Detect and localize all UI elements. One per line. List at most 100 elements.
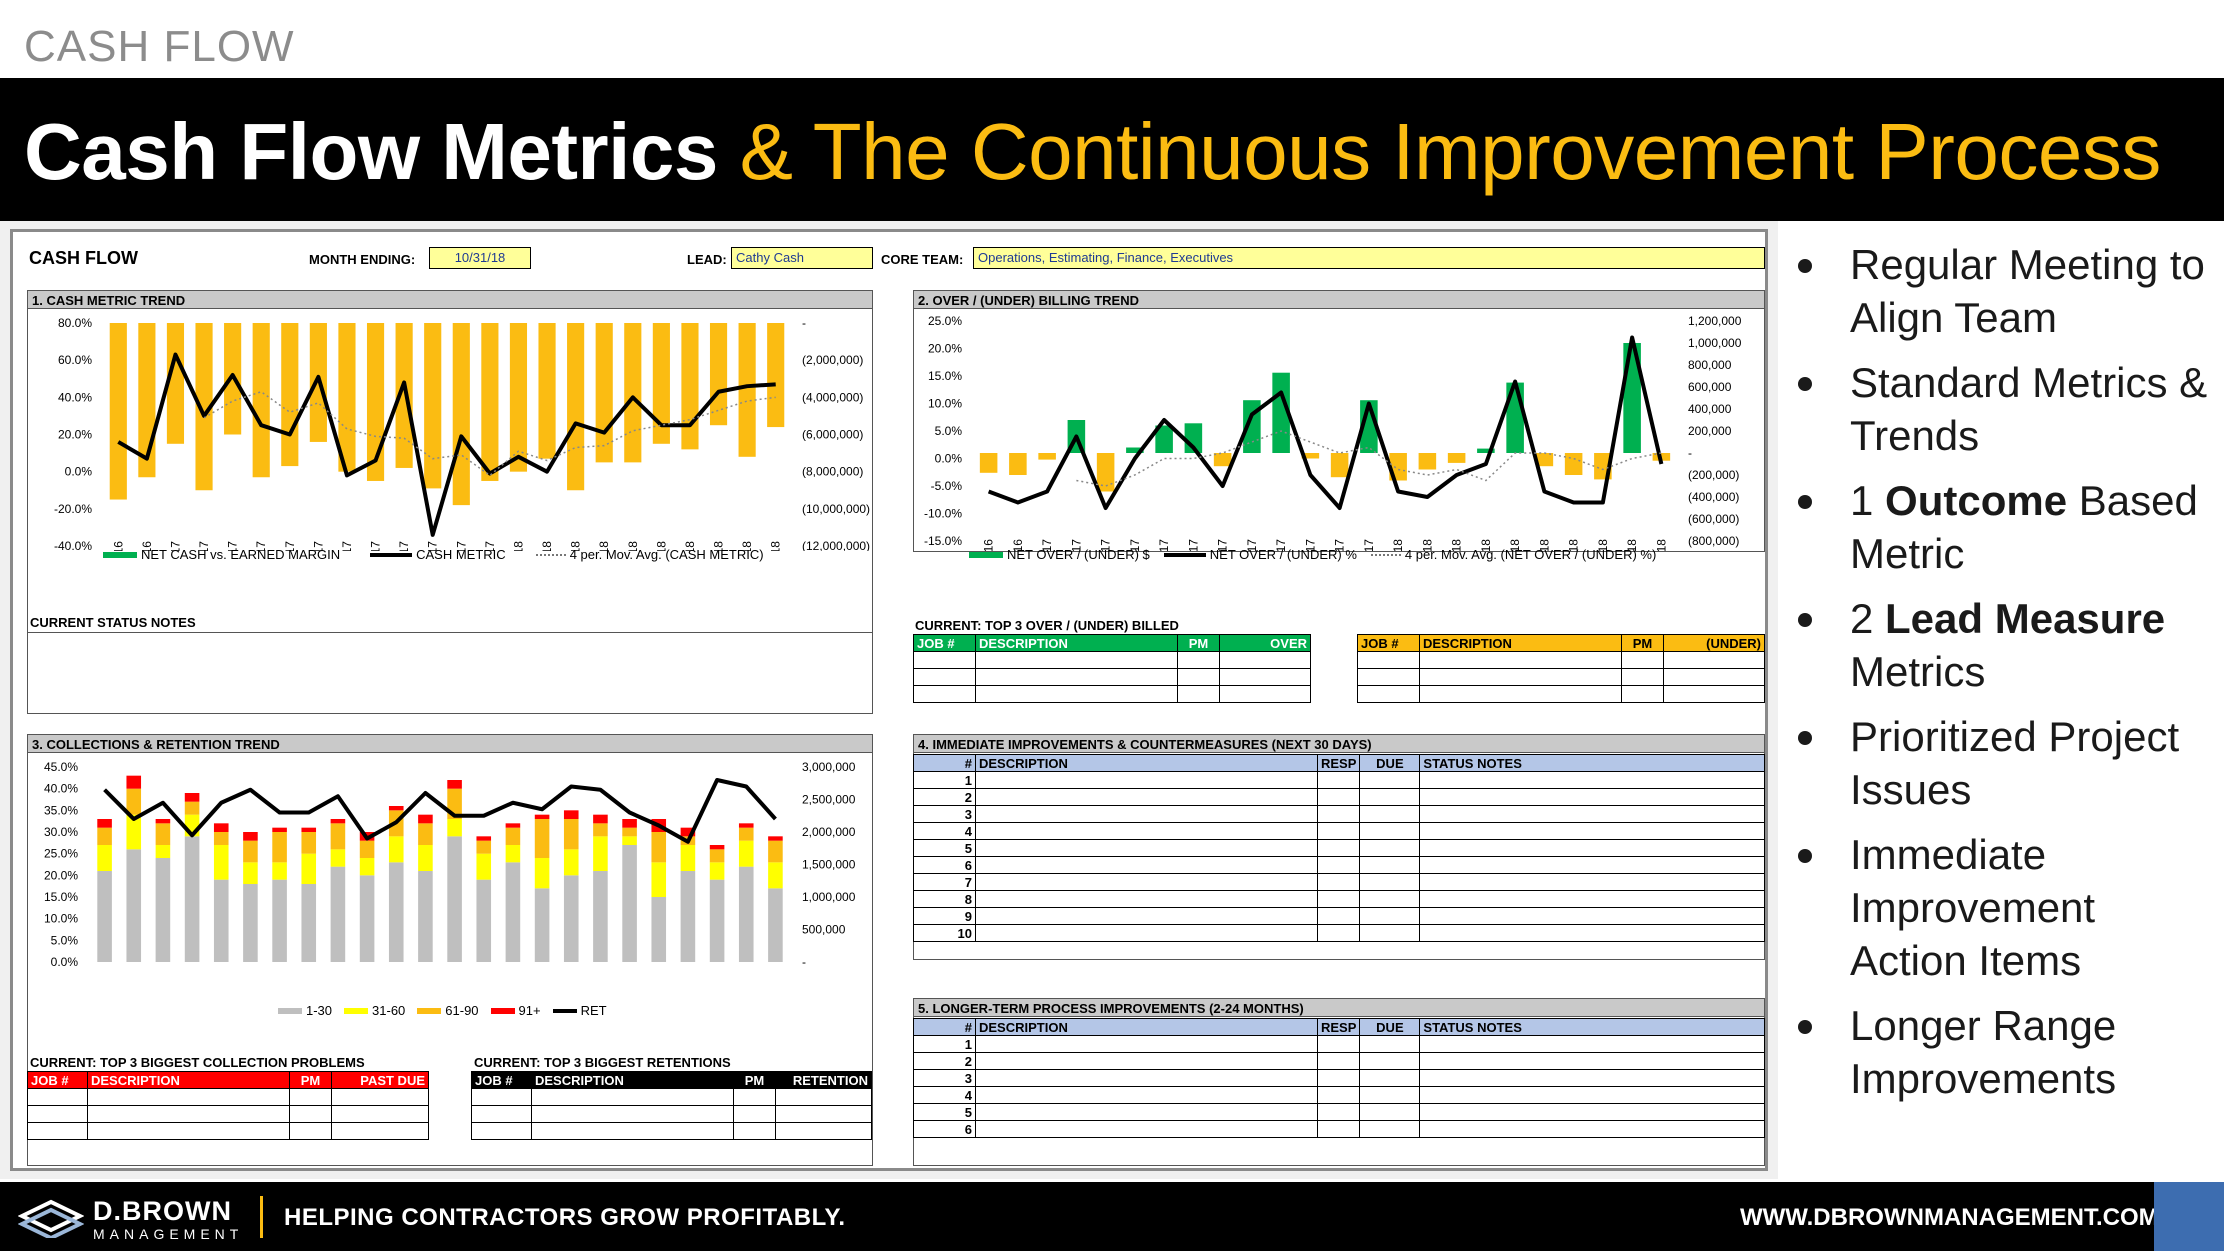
- table-row[interactable]: 8: [913, 890, 1765, 908]
- stack-segment: [213, 879, 229, 962]
- col-job: JOB #: [1357, 634, 1420, 652]
- stack-segment: [738, 823, 754, 828]
- stack-segment: [272, 832, 287, 863]
- table-row[interactable]: 3: [913, 805, 1765, 823]
- y-tick-label: 20.0%: [928, 342, 962, 356]
- stack-segment: [126, 775, 142, 789]
- bullet-item: 2 Lead Measure Metrics: [1790, 592, 2220, 698]
- y-tick-label: 0.0%: [65, 465, 93, 479]
- stack-segment: [709, 845, 725, 850]
- footer-url[interactable]: WWW.DBROWNMANAGEMENT.COM: [1740, 1204, 2159, 1231]
- stack-segment: [563, 875, 579, 962]
- y2-tick-label: 3,000,000: [802, 760, 856, 774]
- table-row[interactable]: [471, 1122, 872, 1140]
- table-row[interactable]: [1357, 651, 1765, 669]
- stack-segment: [388, 862, 404, 962]
- bar: [195, 323, 213, 491]
- core-team-field[interactable]: Operations, Estimating, Finance, Executi…: [973, 247, 1765, 269]
- stack-segment: [213, 823, 229, 832]
- table-row[interactable]: [27, 1088, 429, 1106]
- x-tick-label: 12/2016: [1011, 539, 1025, 551]
- bullet-list: Regular Meeting to Align Team Standard M…: [1790, 238, 2220, 1117]
- table-row[interactable]: [27, 1122, 429, 1140]
- stack-segment: [563, 849, 579, 876]
- dashboard-sheet: CASH FLOW MONTH ENDING: 10/31/18 LEAD: C…: [0, 221, 1778, 1179]
- x-tick-label: 03/2018: [1450, 539, 1464, 551]
- section-label: CASH FLOW: [24, 22, 295, 71]
- bullet-text: Immediate Improvement Action Items: [1850, 831, 2096, 984]
- bullet-post: Metrics: [1850, 648, 1986, 695]
- table-row[interactable]: 1: [913, 771, 1765, 789]
- stack-segment: [184, 793, 200, 802]
- stack-segment: [476, 879, 492, 962]
- table-row[interactable]: 1: [913, 1035, 1765, 1053]
- y-tick-label: 35.0%: [44, 803, 78, 817]
- table-row[interactable]: 6: [913, 856, 1765, 874]
- legend-swatch-green: [969, 551, 1003, 558]
- stack-segment: [622, 845, 637, 962]
- table-row[interactable]: [913, 668, 1311, 686]
- table-row[interactable]: [913, 651, 1311, 669]
- table-row[interactable]: 7: [913, 873, 1765, 891]
- table-row[interactable]: 5: [913, 1103, 1765, 1121]
- title-bar: Cash Flow Metrics & The Continuous Impro…: [0, 78, 2224, 221]
- panel-header: 3. COLLECTIONS & RETENTION TREND: [28, 735, 872, 753]
- y2-tick-label: 1,200,000: [1688, 314, 1742, 328]
- bar: [652, 323, 670, 444]
- stack-segment: [359, 875, 375, 962]
- y-tick-label: 10.0%: [928, 397, 962, 411]
- table-row[interactable]: 9: [913, 907, 1765, 925]
- panel-collections: 3. COLLECTIONS & RETENTION TREND 45.0% 40…: [27, 734, 873, 1166]
- stack-segment: [680, 845, 696, 871]
- col-resp: RESP: [1316, 754, 1361, 772]
- month-ending-field[interactable]: 10/31/18: [429, 247, 531, 269]
- over-table: JOB # DESCRIPTION PM OVER: [913, 634, 1311, 703]
- table-row[interactable]: [1357, 685, 1765, 703]
- bar: [509, 323, 528, 472]
- y-tick-label: 0.0%: [935, 452, 963, 466]
- table-row[interactable]: 4: [913, 1086, 1765, 1104]
- legend-item: NET OVER / (UNDER) $: [1007, 547, 1150, 562]
- current-status-notes-area[interactable]: [32, 637, 868, 709]
- legend-item: CASH METRIC: [416, 547, 506, 562]
- table-row[interactable]: [471, 1088, 872, 1106]
- stack-segment: [126, 814, 142, 850]
- stack-segment: [593, 836, 608, 871]
- table-row[interactable]: 2: [913, 788, 1765, 806]
- chart3-legend: 1-30 31-60 61-90 91+ RET: [278, 1003, 607, 1018]
- table-row[interactable]: [913, 685, 1311, 703]
- bar: [1477, 448, 1495, 453]
- bar: [1213, 453, 1232, 467]
- table-row[interactable]: [27, 1105, 429, 1123]
- stack-segment: [301, 827, 317, 832]
- y-tick-label: 15.0%: [44, 890, 78, 904]
- x-tick-label: 04/2018: [597, 541, 611, 551]
- table-row[interactable]: 4: [913, 822, 1765, 840]
- bullet-item: Standard Metrics & Trends: [1790, 356, 2220, 462]
- col-status-notes: STATUS NOTES: [1419, 754, 1765, 772]
- footer-divider: [260, 1196, 263, 1238]
- bullet-dot: [1798, 731, 1812, 745]
- x-tick-label: 07/2017: [340, 541, 354, 551]
- table-row[interactable]: [1357, 668, 1765, 686]
- legend-item: 61-90: [445, 1003, 479, 1018]
- over-under-chart: 25.0% 20.0% 15.0% 10.0% 5.0% 0.0% -5.0% -10.0% -…: [924, 314, 1742, 551]
- table-row[interactable]: 5: [913, 839, 1765, 857]
- bar: [424, 323, 442, 489]
- stack-segment: [301, 832, 317, 854]
- table-row[interactable]: 2: [913, 1052, 1765, 1070]
- table-row[interactable]: 10: [913, 924, 1765, 942]
- lead-label: LEAD:: [687, 252, 727, 267]
- x-tick-label: 08/2018: [1596, 539, 1610, 551]
- x-tick-label: 06/2018: [1537, 539, 1551, 551]
- bullet-dot: [1798, 613, 1812, 627]
- table-row[interactable]: 3: [913, 1069, 1765, 1087]
- table-row[interactable]: 6: [913, 1120, 1765, 1138]
- bullet-bold: Outcome: [1885, 477, 2068, 524]
- lead-field[interactable]: Cathy Cash: [731, 247, 873, 269]
- x-tick-label: 03/2017: [226, 541, 240, 551]
- table-row[interactable]: [471, 1105, 872, 1123]
- panel-over-under: 2. OVER / (UNDER) BILLING TREND 25.0% 20.…: [913, 290, 1765, 562]
- stack-segment: [213, 845, 229, 880]
- top3-collection-label: CURRENT: TOP 3 BIGGEST COLLECTION PROBLE…: [30, 1055, 365, 1070]
